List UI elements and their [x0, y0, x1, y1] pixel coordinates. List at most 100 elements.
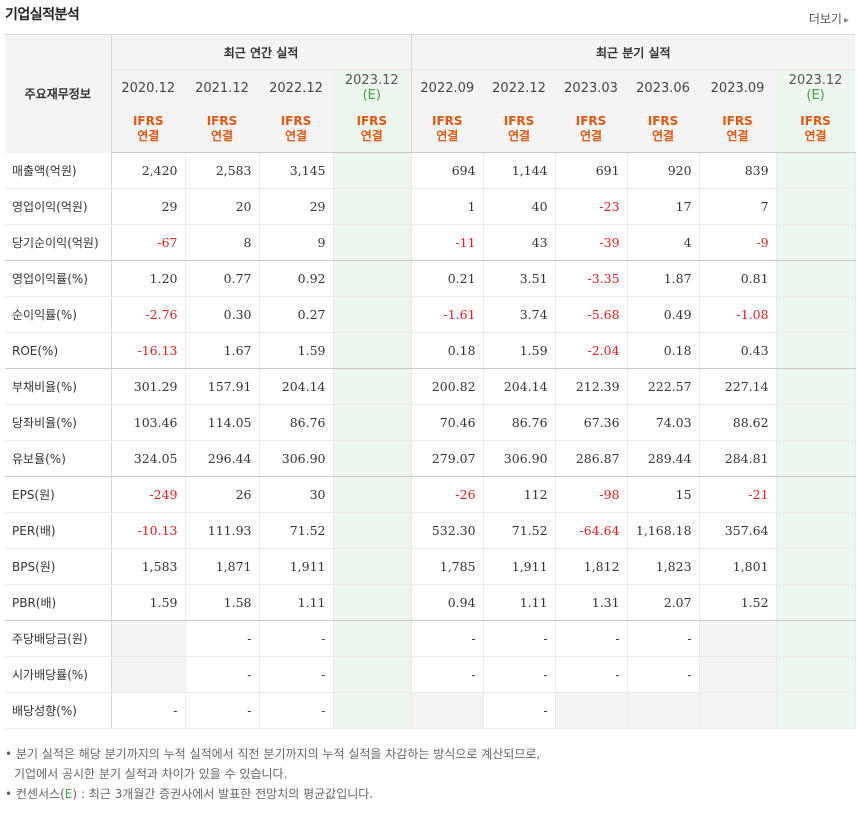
- table-cell: 3.51: [483, 260, 556, 297]
- table-cell: -: [555, 620, 628, 657]
- consolidated-label: 연결: [210, 129, 234, 143]
- table-cell: -: [411, 656, 484, 693]
- table-cell: [776, 152, 856, 189]
- table-cell: [776, 224, 856, 261]
- table-row: ROE(%) -16.13 1.67 1.59 0.18 1.59 -2.04 0.18 0.4…: [5, 332, 856, 369]
- table-cell: 1.52: [699, 584, 777, 621]
- table-cell: -: [185, 620, 260, 657]
- table-cell: -: [627, 656, 700, 693]
- table-cell: [699, 692, 777, 729]
- table-cell: 279.07: [411, 440, 484, 477]
- period-header: 2022.09: [411, 69, 484, 106]
- accounting-standard: IFRS 연결: [627, 106, 700, 153]
- table-cell: 284.81: [699, 440, 777, 477]
- table-cell: 29: [111, 188, 186, 225]
- ifrs-label: IFRS: [132, 114, 164, 128]
- table-cell: [333, 620, 412, 657]
- table-cell: 0.43: [699, 332, 777, 369]
- table-row: PER(배) -10.13 111.93 71.52 532.30 71.52 -64.64…: [5, 512, 856, 549]
- table-cell: 0.92: [259, 260, 334, 297]
- accounting-standard: IFRS 연결: [483, 106, 556, 153]
- row-label: PER(배): [5, 512, 112, 549]
- table-cell: [333, 332, 412, 369]
- table-cell: -2.04: [555, 332, 628, 369]
- table-cell: 1.58: [185, 584, 260, 621]
- table-cell: -67: [111, 224, 186, 261]
- chevron-right-icon: ▸: [843, 15, 849, 26]
- table-cell: 1.59: [111, 584, 186, 621]
- table-cell: -9: [699, 224, 777, 261]
- table-cell: [699, 620, 777, 657]
- table-cell: -: [259, 656, 334, 693]
- more-link[interactable]: 더보기 ▸: [809, 10, 849, 27]
- row-label: PBR(배): [5, 584, 112, 621]
- table-cell: [333, 692, 412, 729]
- table-cell: 1.67: [185, 332, 260, 369]
- table-cell: -39: [555, 224, 628, 261]
- table-cell: [627, 692, 700, 729]
- table-cell: 1,583: [111, 548, 186, 585]
- table-cell: [333, 476, 412, 513]
- row-label: 영업이익률(%): [5, 260, 112, 297]
- table-cell: -16.13: [111, 332, 186, 369]
- table-cell: 1,785: [411, 548, 484, 585]
- row-label: EPS(원): [5, 476, 112, 513]
- table-cell: [776, 368, 856, 405]
- table-cell: -5.68: [555, 296, 628, 333]
- table-cell: -: [185, 656, 260, 693]
- table-cell: [776, 548, 856, 585]
- table-cell: -1.08: [699, 296, 777, 333]
- table-cell: -26: [411, 476, 484, 513]
- table-row: PBR(배) 1.59 1.58 1.11 0.94 1.11 1.31 2.07 1.52: [5, 584, 856, 621]
- table-cell: 20: [185, 188, 260, 225]
- ifrs-label: IFRS: [356, 114, 388, 128]
- table-cell: 157.91: [185, 368, 260, 405]
- consolidated-label: 연결: [580, 129, 603, 143]
- table-cell: -10.13: [111, 512, 186, 549]
- table-cell: [333, 512, 412, 549]
- ifrs-label: IFRS: [503, 114, 535, 128]
- footnote-2: • 컨센서스(E) : 최근 3개월간 증권사에서 발표한 전망치의 평균값입니…: [5, 787, 374, 801]
- consolidated-label: 연결: [436, 129, 459, 143]
- table-cell: [776, 296, 856, 333]
- table-cell: [411, 692, 484, 729]
- table-cell: [333, 368, 412, 405]
- table-cell: 0.27: [259, 296, 334, 333]
- period-header: 2023.06: [627, 69, 700, 106]
- table-cell: 7: [699, 188, 777, 225]
- table-cell: [333, 584, 412, 621]
- table-row: EPS(원) -249 26 30 -26 112 -98 15 -21: [5, 476, 856, 513]
- table-cell: 2,583: [185, 152, 260, 189]
- table-cell: 88.62: [699, 404, 777, 441]
- consolidated-label: 연결: [804, 129, 827, 143]
- table-cell: 2.07: [627, 584, 700, 621]
- table-cell: 1,812: [555, 548, 628, 585]
- table-cell: [776, 656, 856, 693]
- table-cell: 43: [483, 224, 556, 261]
- table-cell: -98: [555, 476, 628, 513]
- table-cell: -3.35: [555, 260, 628, 297]
- table-cell: [776, 476, 856, 513]
- table-cell: -: [259, 620, 334, 657]
- table-cell: 200.82: [411, 368, 484, 405]
- table-cell: 920: [627, 152, 700, 189]
- table-cell: [555, 692, 628, 729]
- table-cell: 26: [185, 476, 260, 513]
- table-cell: 71.52: [259, 512, 334, 549]
- table-row: 순이익률(%) -2.76 0.30 0.27 -1.61 3.74 -5.68 0.49 -1…: [5, 296, 856, 333]
- table-cell: 839: [699, 152, 777, 189]
- period-label: 2022.09: [420, 80, 475, 96]
- estimate-mark: (E): [362, 88, 381, 103]
- table-cell: 1,144: [483, 152, 556, 189]
- period-header: 2022.12: [483, 69, 556, 106]
- table-row: 영업이익(억원) 29 20 29 1 40 -23 17 7: [5, 188, 856, 225]
- table-cell: 30: [259, 476, 334, 513]
- table-cell: [776, 440, 856, 477]
- table-cell: 9: [259, 224, 334, 261]
- table-cell: -249: [111, 476, 186, 513]
- table-cell: [776, 188, 856, 225]
- more-label: 더보기: [808, 12, 842, 26]
- table-cell: 4: [627, 224, 700, 261]
- table-cell: 67.36: [555, 404, 628, 441]
- table-cell: 0.77: [185, 260, 260, 297]
